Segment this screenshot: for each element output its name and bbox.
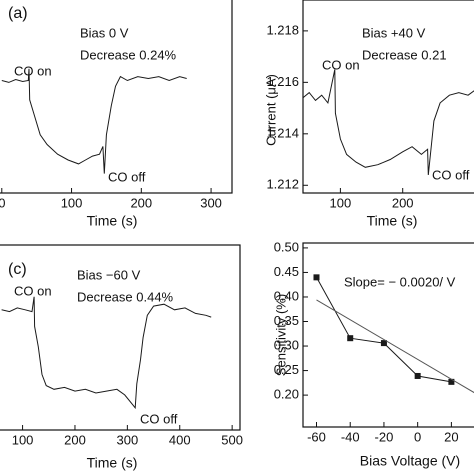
x-tick-label: -20 (375, 429, 394, 444)
data-point (380, 340, 387, 347)
x-axis-label: Time (s) (367, 213, 418, 229)
annotation: Decrease 0.44% (77, 289, 174, 304)
annotation: Decrease 0.21 (362, 47, 447, 62)
annotation: Bias −60 V (77, 267, 141, 282)
y-tick-label: 0.35 (274, 313, 299, 328)
annotation: CO off (140, 411, 178, 426)
annotation: CO on (14, 283, 52, 298)
panel-label: (a) (8, 5, 28, 22)
x-tick-label: 0 (414, 429, 421, 444)
data-line (316, 277, 452, 383)
data-line (302, 69, 474, 176)
y-axis-label: Sensitivity (%) (273, 294, 288, 376)
x-tick-label: 500 (221, 432, 243, 447)
annotation: Decrease 0.24% (80, 47, 177, 62)
data-line (316, 299, 474, 394)
x-tick-label: -40 (341, 429, 360, 444)
data-line (1, 296, 212, 410)
annotation: CO on (14, 63, 52, 78)
plot-frame (302, 0, 474, 194)
annotation: CO off (108, 169, 146, 184)
annotation: Bias 0 V (80, 25, 129, 40)
y-axis-label: Current (μA) (263, 74, 278, 146)
data-point (414, 372, 421, 379)
plot-frame (0, 244, 241, 431)
x-tick-label: 100 (330, 195, 352, 210)
panel-label: (c) (8, 261, 27, 278)
y-tick-label: 1.216 (266, 74, 299, 89)
x-tick-label: -60 (307, 429, 326, 444)
y-tick-label: 0.40 (274, 288, 299, 303)
annotation: CO off (432, 167, 470, 182)
y-tick-label: 0.20 (274, 387, 299, 402)
y-tick-label: 0.30 (274, 337, 299, 352)
x-axis-label: Bias Voltage (V) (360, 453, 460, 469)
x-axis-label: Time (s) (87, 455, 138, 471)
x-tick-label: 100 (12, 432, 34, 447)
x-tick-label: 300 (200, 195, 222, 210)
x-tick-label: 400 (169, 432, 191, 447)
plot-frame (0, 0, 233, 194)
y-tick-label: 0.50 (274, 239, 299, 254)
x-tick-label: 200 (64, 432, 86, 447)
data-line (1, 68, 187, 174)
y-tick-label: 1.214 (266, 125, 299, 140)
annotation: CO on (322, 57, 360, 72)
y-tick-label: 0.45 (274, 264, 299, 279)
annotation: Slope= − 0.0020/ V (344, 274, 456, 289)
x-tick-label: 200 (130, 195, 152, 210)
data-point (313, 274, 320, 281)
x-axis-label: Time (s) (87, 213, 138, 229)
x-tick-label: 20 (444, 429, 458, 444)
x-tick-label: 300 (117, 432, 139, 447)
y-tick-label: 0.25 (274, 362, 299, 377)
plot-frame (302, 242, 474, 428)
x-tick-label: 200 (392, 195, 414, 210)
data-point (347, 335, 354, 342)
x-tick-label: 0 (0, 195, 5, 210)
x-tick-label: 100 (61, 195, 83, 210)
y-tick-label: 1.218 (266, 22, 299, 37)
data-point (448, 378, 455, 385)
annotation: Bias +40 V (362, 25, 426, 40)
y-tick-label: 1.212 (266, 177, 299, 192)
